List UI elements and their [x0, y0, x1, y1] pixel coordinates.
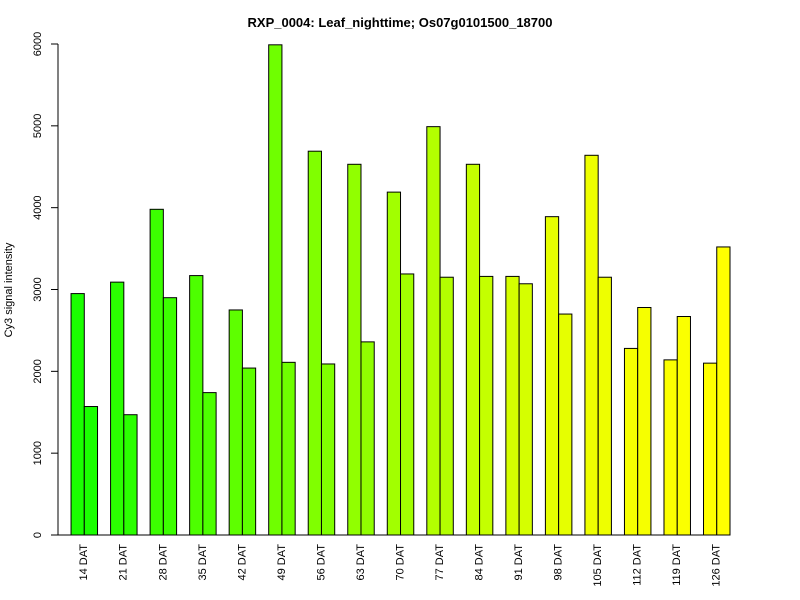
y-axis-label: Cy3 signal intensity — [3, 242, 15, 337]
y-tick-label: 2000 — [32, 359, 44, 383]
x-tick-label: 14 DAT — [78, 544, 90, 581]
x-tick-label: 49 DAT — [276, 544, 288, 581]
y-tick-label: 6000 — [32, 32, 44, 56]
bar-84-dat-series-1 — [465, 163, 481, 536]
bar-28-dat-series-1 — [149, 208, 164, 536]
bar-98-dat-series-2 — [558, 313, 573, 536]
bar-112-dat-series-2 — [637, 307, 652, 536]
x-tick-label: 35 DAT — [197, 544, 209, 581]
bar-105-dat-series-1 — [584, 154, 599, 536]
bar-70-dat-series-1 — [386, 191, 402, 536]
bar-63-dat-series-1 — [347, 163, 362, 536]
bar-126-dat-series-2 — [716, 246, 731, 536]
bar-42-dat-series-1 — [228, 309, 243, 536]
bar-42-dat-series-2 — [241, 367, 257, 536]
y-tick-label: 1000 — [32, 441, 44, 465]
x-tick-label: 105 DAT — [592, 544, 604, 587]
x-tick-label: 70 DAT — [394, 544, 406, 581]
bar-84-dat-series-2 — [479, 275, 494, 536]
bar-105-dat-series-2 — [597, 276, 612, 536]
x-tick-label: 112 DAT — [632, 544, 644, 586]
x-tick-label: 98 DAT — [553, 544, 565, 581]
x-axis: 14 DAT 21 DAT 28 DAT 35 DAT 42 DAT 49 DAT 56 D… — [58, 534, 730, 587]
bar-77-dat-series-2 — [439, 276, 454, 536]
x-tick-label: 63 DAT — [355, 544, 367, 581]
x-tick-label: 21 DAT — [118, 544, 130, 581]
bar-119-dat-series-1 — [663, 359, 678, 536]
bar-119-dat-series-2 — [676, 316, 691, 536]
bar-35-dat-series-2 — [202, 392, 217, 536]
bar-49-dat-series-2 — [281, 361, 296, 536]
x-tick-label: 91 DAT — [513, 544, 525, 581]
bar-56-dat-series-1 — [307, 150, 322, 536]
y-axis: 0 1000 2000 3000 4000 5000 6000 — [32, 32, 59, 538]
bar-56-dat-series-2 — [320, 363, 336, 536]
bar-126-dat-series-1 — [703, 362, 718, 536]
x-tick-label: 84 DAT — [473, 544, 485, 581]
bar-14-dat-series-1 — [70, 293, 85, 536]
bar-21-dat-series-2 — [123, 414, 138, 536]
bar-63-dat-series-2 — [360, 341, 375, 536]
y-tick-label: 5000 — [32, 114, 44, 138]
bar-14-dat-series-2 — [83, 406, 99, 536]
x-tick-label: 119 DAT — [671, 544, 683, 586]
chart-title: RXP_0004: Leaf_nighttime; Os07g0101500_1… — [248, 15, 553, 30]
bar-77-dat-series-1 — [426, 126, 441, 536]
bar-91-dat-series-1 — [505, 275, 520, 536]
bar-49-dat-series-1 — [268, 44, 283, 536]
bar-98-dat-series-1 — [544, 216, 560, 536]
bar-28-dat-series-2 — [162, 297, 178, 536]
x-tick-label: 56 DAT — [315, 544, 327, 581]
bar-35-dat-series-1 — [189, 275, 204, 536]
y-tick-label: 0 — [32, 532, 44, 538]
bar-21-dat-series-1 — [110, 281, 125, 536]
x-tick-label: 28 DAT — [157, 544, 169, 581]
bar-70-dat-series-2 — [400, 273, 415, 536]
bar-112-dat-series-1 — [623, 347, 639, 536]
x-tick-label: 77 DAT — [434, 544, 446, 581]
y-tick-label: 4000 — [32, 195, 44, 219]
y-tick-label: 3000 — [32, 277, 44, 301]
bars — [70, 44, 731, 536]
bar-91-dat-series-2 — [518, 283, 533, 536]
x-tick-label: 42 DAT — [236, 544, 248, 581]
x-tick-label: 126 DAT — [711, 544, 723, 587]
